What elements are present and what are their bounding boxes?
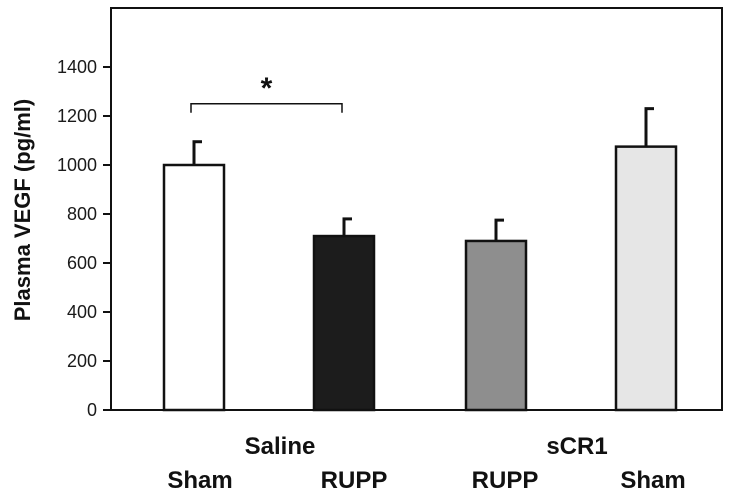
group-label: sCR1 [546,433,607,460]
y-tick-label: 400 [67,302,97,322]
significance-bracket [190,103,343,113]
category-labels: Sham RUPP RUPP Sham [167,467,685,494]
bar [162,163,226,412]
category-label: RUPP [321,467,388,494]
significance-star: * [261,72,273,105]
y-tick-label: 600 [67,253,97,273]
y-tick-label: 1200 [57,106,97,126]
y-axis-label: Plasma VEGF (pg/ml) [10,99,35,322]
bar [614,145,678,412]
y-tick-label: 800 [67,204,97,224]
plot-frame [110,7,723,411]
y-tick-label: 1400 [57,57,97,77]
y-tick-label: 0 [87,400,97,420]
error-bars [192,107,654,241]
category-label: Sham [167,467,232,494]
bar [464,239,528,412]
category-label: Sham [620,467,685,494]
group-label: Saline [245,433,316,460]
y-axis: 0 200 400 600 800 1000 1200 1400 [57,57,111,420]
y-tick-label: 200 [67,351,97,371]
significance-annotation: * [190,72,343,113]
group-labels: Saline sCR1 [245,433,608,460]
y-tick-label: 1000 [57,155,97,175]
bars [162,145,678,412]
bar [312,234,376,412]
category-label: RUPP [472,467,539,494]
